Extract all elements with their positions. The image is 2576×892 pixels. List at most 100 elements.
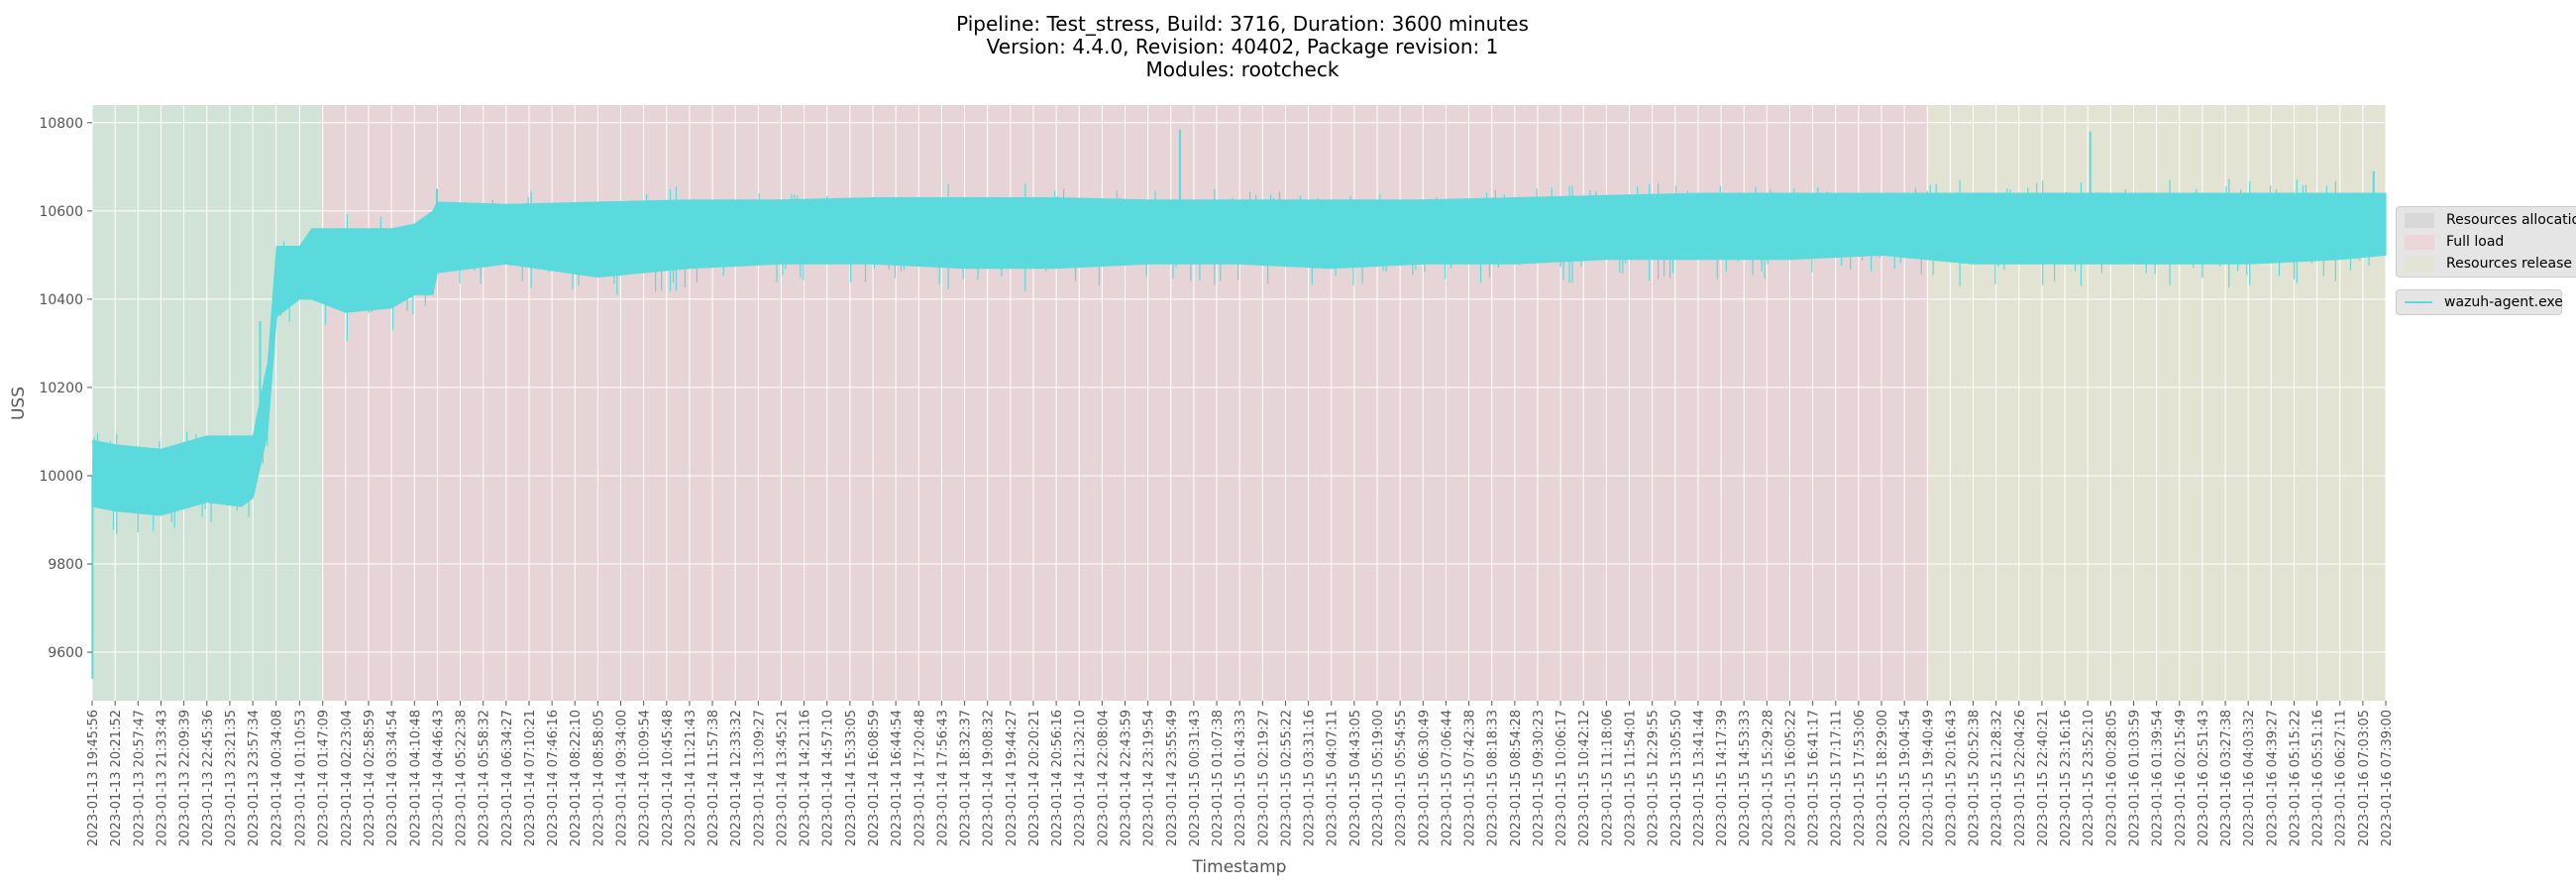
x-tick-label: 2023-01-15 22:04:26	[2013, 710, 2028, 846]
x-tick-label: 2023-01-16 01:39:54	[2151, 710, 2166, 846]
x-tick-label: 2023-01-15 15:29:28	[1761, 710, 1775, 846]
x-tick-label: 2023-01-14 01:47:09	[317, 710, 332, 846]
x-tick-label: 2023-01-15 01:07:38	[1211, 710, 1226, 846]
y-tick-label: 9800	[48, 557, 83, 573]
x-tick-label: 2023-01-14 22:43:59	[1120, 710, 1134, 846]
legend-item-resources-release: Resources release	[2405, 254, 2572, 274]
legend-item-wazuh-agent: wazuh-agent.exe	[2405, 292, 2563, 312]
x-tick-label: 2023-01-13 20:57:47	[132, 710, 147, 846]
x-tick-label: 2023-01-16 02:15:49	[2174, 710, 2189, 846]
x-axis-label: Timestamp	[1192, 857, 1287, 877]
x-tick-label: 2023-01-15 14:53:33	[1738, 710, 1753, 846]
x-tick-label: 2023-01-14 08:22:10	[569, 710, 584, 846]
x-tick-label: 2023-01-14 07:46:16	[546, 710, 561, 846]
x-tick-label: 2023-01-14 22:08:04	[1096, 710, 1111, 846]
x-tick-label: 2023-01-16 00:28:05	[2104, 710, 2119, 846]
x-tick-label: 2023-01-15 12:29:55	[1647, 710, 1662, 846]
x-tick-label: 2023-01-15 10:06:17	[1555, 710, 1569, 846]
y-tick-label: 10600	[39, 204, 83, 220]
y-axis-label: USS	[9, 387, 29, 420]
x-tick-label: 2023-01-14 10:45:48	[661, 710, 676, 846]
legend-item-resources-allocation: Resources allocation	[2405, 210, 2576, 230]
x-tick-label: 2023-01-15 17:53:06	[1853, 710, 1868, 846]
x-tick-label: 2023-01-14 11:57:38	[706, 710, 721, 846]
x-tick-label: 2023-01-14 16:08:59	[867, 710, 882, 846]
legend-label-full-load: Full load	[2446, 234, 2505, 250]
x-tick-label: 2023-01-13 20:21:52	[109, 710, 124, 846]
x-tick-label: 2023-01-14 14:57:10	[821, 710, 836, 846]
legend-label-wazuh-agent: wazuh-agent.exe	[2444, 294, 2563, 310]
x-tick-label: 2023-01-16 07:39:00	[2380, 710, 2395, 846]
x-tick-label: 2023-01-14 23:19:54	[1142, 710, 1157, 846]
x-tick-label: 2023-01-16 04:39:27	[2265, 710, 2280, 846]
x-tick-label: 2023-01-14 14:21:16	[799, 710, 813, 846]
x-tick-label: 2023-01-14 20:20:21	[1027, 710, 1042, 846]
y-tick-label: 10400	[39, 292, 83, 308]
x-tick-label: 2023-01-14 16:44:54	[890, 710, 905, 846]
legend-line-wazuh-agent	[2405, 301, 2432, 303]
series-legend: wazuh-agent.exe	[2396, 289, 2563, 315]
x-tick-label: 2023-01-15 17:17:11	[1830, 710, 1845, 846]
chart-title-line-2: Version: 4.4.0, Revision: 40402, Package…	[986, 35, 1499, 58]
x-tick-label: 2023-01-15 04:43:05	[1348, 710, 1363, 846]
x-tick-label: 2023-01-13 23:21:35	[224, 710, 239, 846]
chart-title-line-3: Modules: rootcheck	[1145, 57, 1340, 81]
legend-swatch-resources-release	[2405, 256, 2434, 272]
x-tick-label: 2023-01-15 16:05:22	[1784, 710, 1799, 846]
x-tick-label: 2023-01-15 19:40:49	[1921, 710, 1936, 846]
x-tick-label: 2023-01-15 03:31:16	[1303, 710, 1318, 846]
x-tick-label: 2023-01-15 07:42:38	[1463, 710, 1478, 846]
chart-title-line-1: Pipeline: Test_stress, Build: 3716, Dura…	[956, 12, 1529, 36]
x-tick-label: 2023-01-16 04:03:32	[2242, 710, 2257, 846]
x-tick-label: 2023-01-14 08:58:05	[591, 710, 606, 846]
x-tick-label: 2023-01-15 13:41:44	[1692, 710, 1707, 846]
x-tick-label: 2023-01-14 18:32:37	[959, 710, 974, 846]
x-tick-label: 2023-01-14 20:56:16	[1050, 710, 1065, 846]
legend-swatch-resources-allocation	[2405, 212, 2434, 228]
x-tick-label: 2023-01-15 09:30:23	[1532, 710, 1547, 846]
x-tick-label: 2023-01-14 05:22:38	[455, 710, 470, 846]
x-tick-label: 2023-01-15 07:06:44	[1440, 710, 1454, 846]
x-tick-label: 2023-01-15 11:54:01	[1624, 710, 1639, 846]
legend-swatch-full-load	[2405, 234, 2434, 250]
x-tick-label: 2023-01-15 13:05:50	[1669, 710, 1684, 846]
legend-item-full-load: Full load	[2405, 232, 2504, 252]
x-tick-label: 2023-01-15 18:29:00	[1876, 710, 1890, 846]
x-tick-label: 2023-01-14 06:34:27	[500, 710, 515, 846]
x-tick-label: 2023-01-15 21:28:32	[1990, 710, 2005, 846]
x-tick-label: 2023-01-16 02:51:43	[2197, 710, 2211, 846]
x-tick-label: 2023-01-14 13:09:27	[752, 710, 767, 846]
x-tick-label: 2023-01-15 05:54:55	[1394, 710, 1409, 846]
y-tick-label: 10800	[39, 116, 83, 132]
x-tick-label: 2023-01-14 02:58:59	[363, 710, 377, 846]
x-tick-label: 2023-01-14 17:20:48	[912, 710, 927, 846]
x-tick-label: 2023-01-14 19:08:32	[982, 710, 997, 846]
x-tick-label: 2023-01-14 13:45:21	[776, 710, 791, 846]
x-tick-label: 2023-01-15 23:16:16	[2059, 710, 2074, 846]
x-tick-label: 2023-01-15 16:41:17	[1807, 710, 1822, 846]
x-tick-label: 2023-01-16 01:03:59	[2128, 710, 2143, 846]
x-tick-label: 2023-01-14 09:34:00	[615, 710, 630, 846]
x-tick-label: 2023-01-14 04:10:48	[408, 710, 423, 846]
x-tick-label: 2023-01-15 20:16:43	[1944, 710, 1959, 846]
y-tick-label: 10000	[39, 469, 83, 485]
x-tick-label: 2023-01-15 02:19:27	[1256, 710, 1271, 846]
x-tick-label: 2023-01-15 10:42:12	[1577, 710, 1592, 846]
series-band-wazuh-agent-exe	[91, 192, 2387, 679]
x-tick-label: 2023-01-14 17:56:43	[935, 710, 950, 846]
x-tick-label: 2023-01-14 01:10:53	[293, 710, 308, 846]
x-tick-label: 2023-01-15 08:54:28	[1509, 710, 1524, 846]
x-tick-label: 2023-01-16 05:15:22	[2289, 710, 2304, 846]
x-tick-label: 2023-01-15 08:18:33	[1486, 710, 1501, 846]
legend-label-resources-allocation: Resources allocation	[2446, 212, 2576, 228]
x-tick-label: 2023-01-14 19:44:27	[1005, 710, 1020, 846]
x-tick-label: 2023-01-14 04:46:43	[431, 710, 446, 846]
y-tick-label: 10200	[39, 381, 83, 396]
x-tick-label: 2023-01-13 19:45:56	[86, 710, 101, 846]
x-tick-label: 2023-01-16 06:27:11	[2334, 710, 2349, 846]
y-tick-label: 9600	[48, 645, 83, 661]
x-tick-label: 2023-01-15 04:07:11	[1326, 710, 1341, 846]
x-tick-label: 2023-01-15 00:31:43	[1188, 710, 1203, 846]
x-tick-label: 2023-01-14 10:09:54	[638, 710, 653, 846]
